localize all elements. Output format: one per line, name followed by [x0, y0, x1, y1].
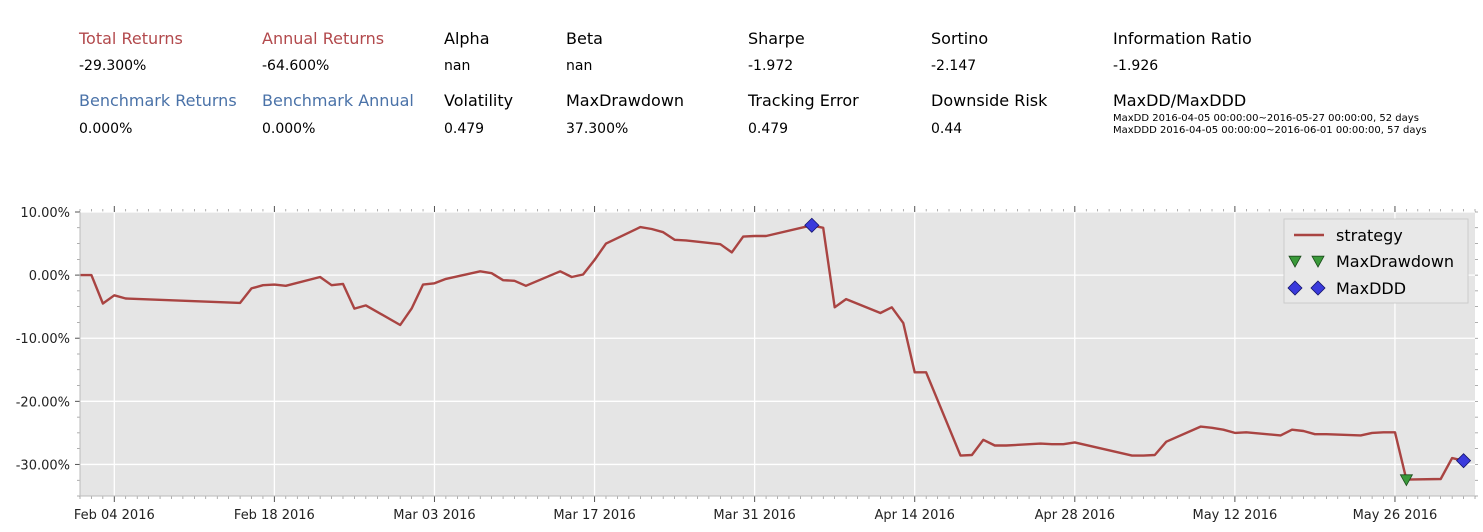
benchmark-returns-label: Benchmark Returns: [79, 91, 237, 110]
total-returns-label: Total Returns: [79, 29, 183, 48]
total-returns-value: -29.300%: [79, 58, 147, 74]
sortino-value: -2.147: [931, 58, 977, 74]
x-tick-label: Apr 28 2016: [1035, 508, 1115, 523]
maxddd-marker: [804, 217, 820, 233]
maxddd-marker: [1455, 453, 1472, 469]
information-ratio-value: -1.926: [1113, 58, 1159, 74]
downside-risk-value: 0.44: [931, 121, 963, 137]
legend-maxdrawdown-swatch: [1311, 255, 1325, 268]
downside-risk-label: Downside Risk: [931, 91, 1048, 110]
sharpe-label: Sharpe: [748, 29, 805, 48]
y-tick-label: -10.00%: [16, 332, 70, 347]
information-ratio-label: Information Ratio: [1113, 29, 1252, 48]
x-tick-label: Apr 14 2016: [875, 508, 955, 523]
strategy-line: [80, 224, 1464, 481]
beta-value: nan: [566, 58, 593, 74]
legend-maxdrawdown-swatch: [1288, 255, 1302, 268]
tracking-error-label: Tracking Error: [748, 91, 859, 110]
x-tick-label: May 26 2016: [1353, 508, 1438, 523]
legend-maxdrawdown-label: MaxDrawdown: [1336, 252, 1454, 271]
y-tick-label: 10.00%: [20, 206, 70, 221]
y-tick-label: -20.00%: [16, 395, 70, 410]
y-tick-label: 0.00%: [29, 269, 70, 284]
alpha-value: nan: [444, 58, 471, 74]
plot-background: [80, 212, 1475, 496]
beta-label: Beta: [566, 29, 603, 48]
legend-maxddd-swatch: [1287, 280, 1303, 296]
maxdd-period-note: MaxDD 2016-04-05 00:00:00~2016-05-27 00:…: [1113, 113, 1419, 124]
maxddd-period-note: MaxDDD 2016-04-05 00:00:00~2016-06-01 00…: [1113, 125, 1427, 136]
x-tick-label: Mar 31 2016: [713, 508, 795, 523]
sharpe-value: -1.972: [748, 58, 794, 74]
y-tick-label: -30.00%: [16, 458, 70, 473]
annual-returns-value: -64.600%: [262, 58, 330, 74]
tracking-error-value: 0.479: [748, 121, 789, 137]
x-tick-label: Mar 17 2016: [553, 508, 635, 523]
legend-maxddd-label: MaxDDD: [1336, 279, 1406, 298]
maxdd-maxddd-label: MaxDD/MaxDDD: [1113, 91, 1247, 110]
alpha-label: Alpha: [444, 29, 490, 48]
x-tick-label: May 12 2016: [1192, 508, 1277, 523]
annual-returns-label: Annual Returns: [262, 29, 385, 48]
x-tick-label: Mar 03 2016: [393, 508, 475, 523]
benchmark-returns-value: 0.000%: [79, 121, 133, 137]
max-drawdown-label: MaxDrawdown: [566, 91, 685, 110]
benchmark-annual-value: 0.000%: [262, 121, 316, 137]
max-drawdown-value: 37.300%: [566, 121, 629, 137]
maxdrawdown-marker: [1399, 474, 1414, 487]
volatility-label: Volatility: [444, 91, 514, 110]
legend-maxddd-swatch: [1310, 280, 1326, 296]
x-tick-label: Feb 18 2016: [234, 508, 315, 523]
x-tick-label: Feb 04 2016: [74, 508, 155, 523]
legend-strategy-label: strategy: [1336, 226, 1403, 245]
volatility-value: 0.479: [444, 121, 485, 137]
sortino-label: Sortino: [931, 29, 989, 48]
benchmark-annual-label: Benchmark Annual: [262, 91, 414, 110]
